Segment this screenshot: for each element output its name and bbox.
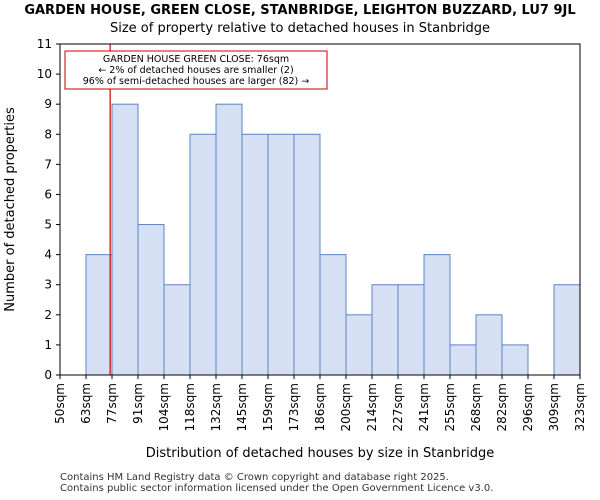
annotation-line: 96% of semi-detached houses are larger (… xyxy=(83,76,310,87)
bar-268sqm xyxy=(475,314,503,376)
annotation-line: ← 2% of detached houses are smaller (2) xyxy=(98,65,293,76)
bar-118sqm xyxy=(189,133,217,376)
x-axis-label: Distribution of detached houses by size … xyxy=(146,446,495,461)
footer-line-2: Contains public sector information licen… xyxy=(60,483,494,494)
x-tick-label: 282sqm xyxy=(495,383,509,431)
y-tick-label: 8 xyxy=(44,127,52,141)
x-tick-label: 323sqm xyxy=(573,383,587,431)
y-tick-label: 3 xyxy=(44,278,52,292)
y-tick-label: 5 xyxy=(44,218,52,232)
y-tick-label: 6 xyxy=(44,187,52,201)
bar-173sqm xyxy=(293,133,321,376)
x-tick-label: 118sqm xyxy=(183,383,197,431)
bar-282sqm xyxy=(501,344,529,376)
x-tick-label: 241sqm xyxy=(417,383,431,431)
x-tick-label: 173sqm xyxy=(287,383,301,431)
chart-title: GARDEN HOUSE, GREEN CLOSE, STANBRIDGE, L… xyxy=(24,3,576,18)
bar-255sqm xyxy=(449,344,477,376)
bar-104sqm xyxy=(163,284,191,376)
bar-241sqm xyxy=(423,254,451,376)
bar-227sqm xyxy=(397,284,425,376)
bar-145sqm xyxy=(241,133,269,376)
bar-77sqm xyxy=(111,103,139,376)
x-tick-label: 50sqm xyxy=(53,383,67,424)
footer-line-1: Contains HM Land Registry data © Crown c… xyxy=(60,472,449,483)
y-tick-label: 4 xyxy=(44,248,52,262)
y-tick-label: 11 xyxy=(37,37,52,51)
bar-214sqm xyxy=(371,284,399,376)
x-tick-label: 159sqm xyxy=(261,383,275,431)
x-tick-label: 296sqm xyxy=(521,383,535,431)
x-tick-label: 309sqm xyxy=(547,383,561,431)
chart-subtitle: Size of property relative to detached ho… xyxy=(109,21,491,36)
x-tick-label: 145sqm xyxy=(235,383,249,431)
x-tick-label: 104sqm xyxy=(157,383,171,431)
x-tick-label: 268sqm xyxy=(469,383,483,431)
x-tick-label: 132sqm xyxy=(209,383,223,431)
annotation-line: GARDEN HOUSE GREEN CLOSE: 76sqm xyxy=(103,54,289,65)
x-tick-label: 186sqm xyxy=(313,383,327,431)
bars-group xyxy=(85,103,581,376)
x-tick-label: 227sqm xyxy=(391,383,405,431)
bar-309sqm xyxy=(553,284,581,376)
x-tick-label: 214sqm xyxy=(365,383,379,431)
y-tick-label: 7 xyxy=(44,157,52,171)
y-tick-label: 0 xyxy=(44,368,52,382)
x-tick-label: 77sqm xyxy=(105,383,119,424)
y-tick-label: 10 xyxy=(37,67,52,81)
bar-132sqm xyxy=(215,103,243,376)
bar-186sqm xyxy=(319,254,347,376)
axes-group xyxy=(56,43,581,379)
labels-group: 0 1 2 3 4 5 6 7 8 9 10 11 50sqm 63sqm 77sqm 91sqm 104sqm… xyxy=(3,37,587,461)
bar-63sqm xyxy=(85,254,113,376)
x-tick-label: 91sqm xyxy=(131,383,145,424)
y-axis-label: Number of detached properties xyxy=(3,107,18,312)
y-tick-label: 2 xyxy=(44,308,52,322)
x-tick-label: 200sqm xyxy=(339,383,353,431)
y-tick-label: 9 xyxy=(44,97,52,111)
y-tick-label: 1 xyxy=(44,338,52,352)
x-tick-label: 255sqm xyxy=(443,383,457,431)
bar-91sqm xyxy=(137,224,165,376)
bar-200sqm xyxy=(345,314,373,376)
annotation-box xyxy=(64,50,328,90)
marker-group: GARDEN HOUSE GREEN CLOSE: 76sqm← 2% of d… xyxy=(64,44,328,375)
bar-159sqm xyxy=(267,133,295,376)
x-tick-label: 63sqm xyxy=(79,383,93,424)
